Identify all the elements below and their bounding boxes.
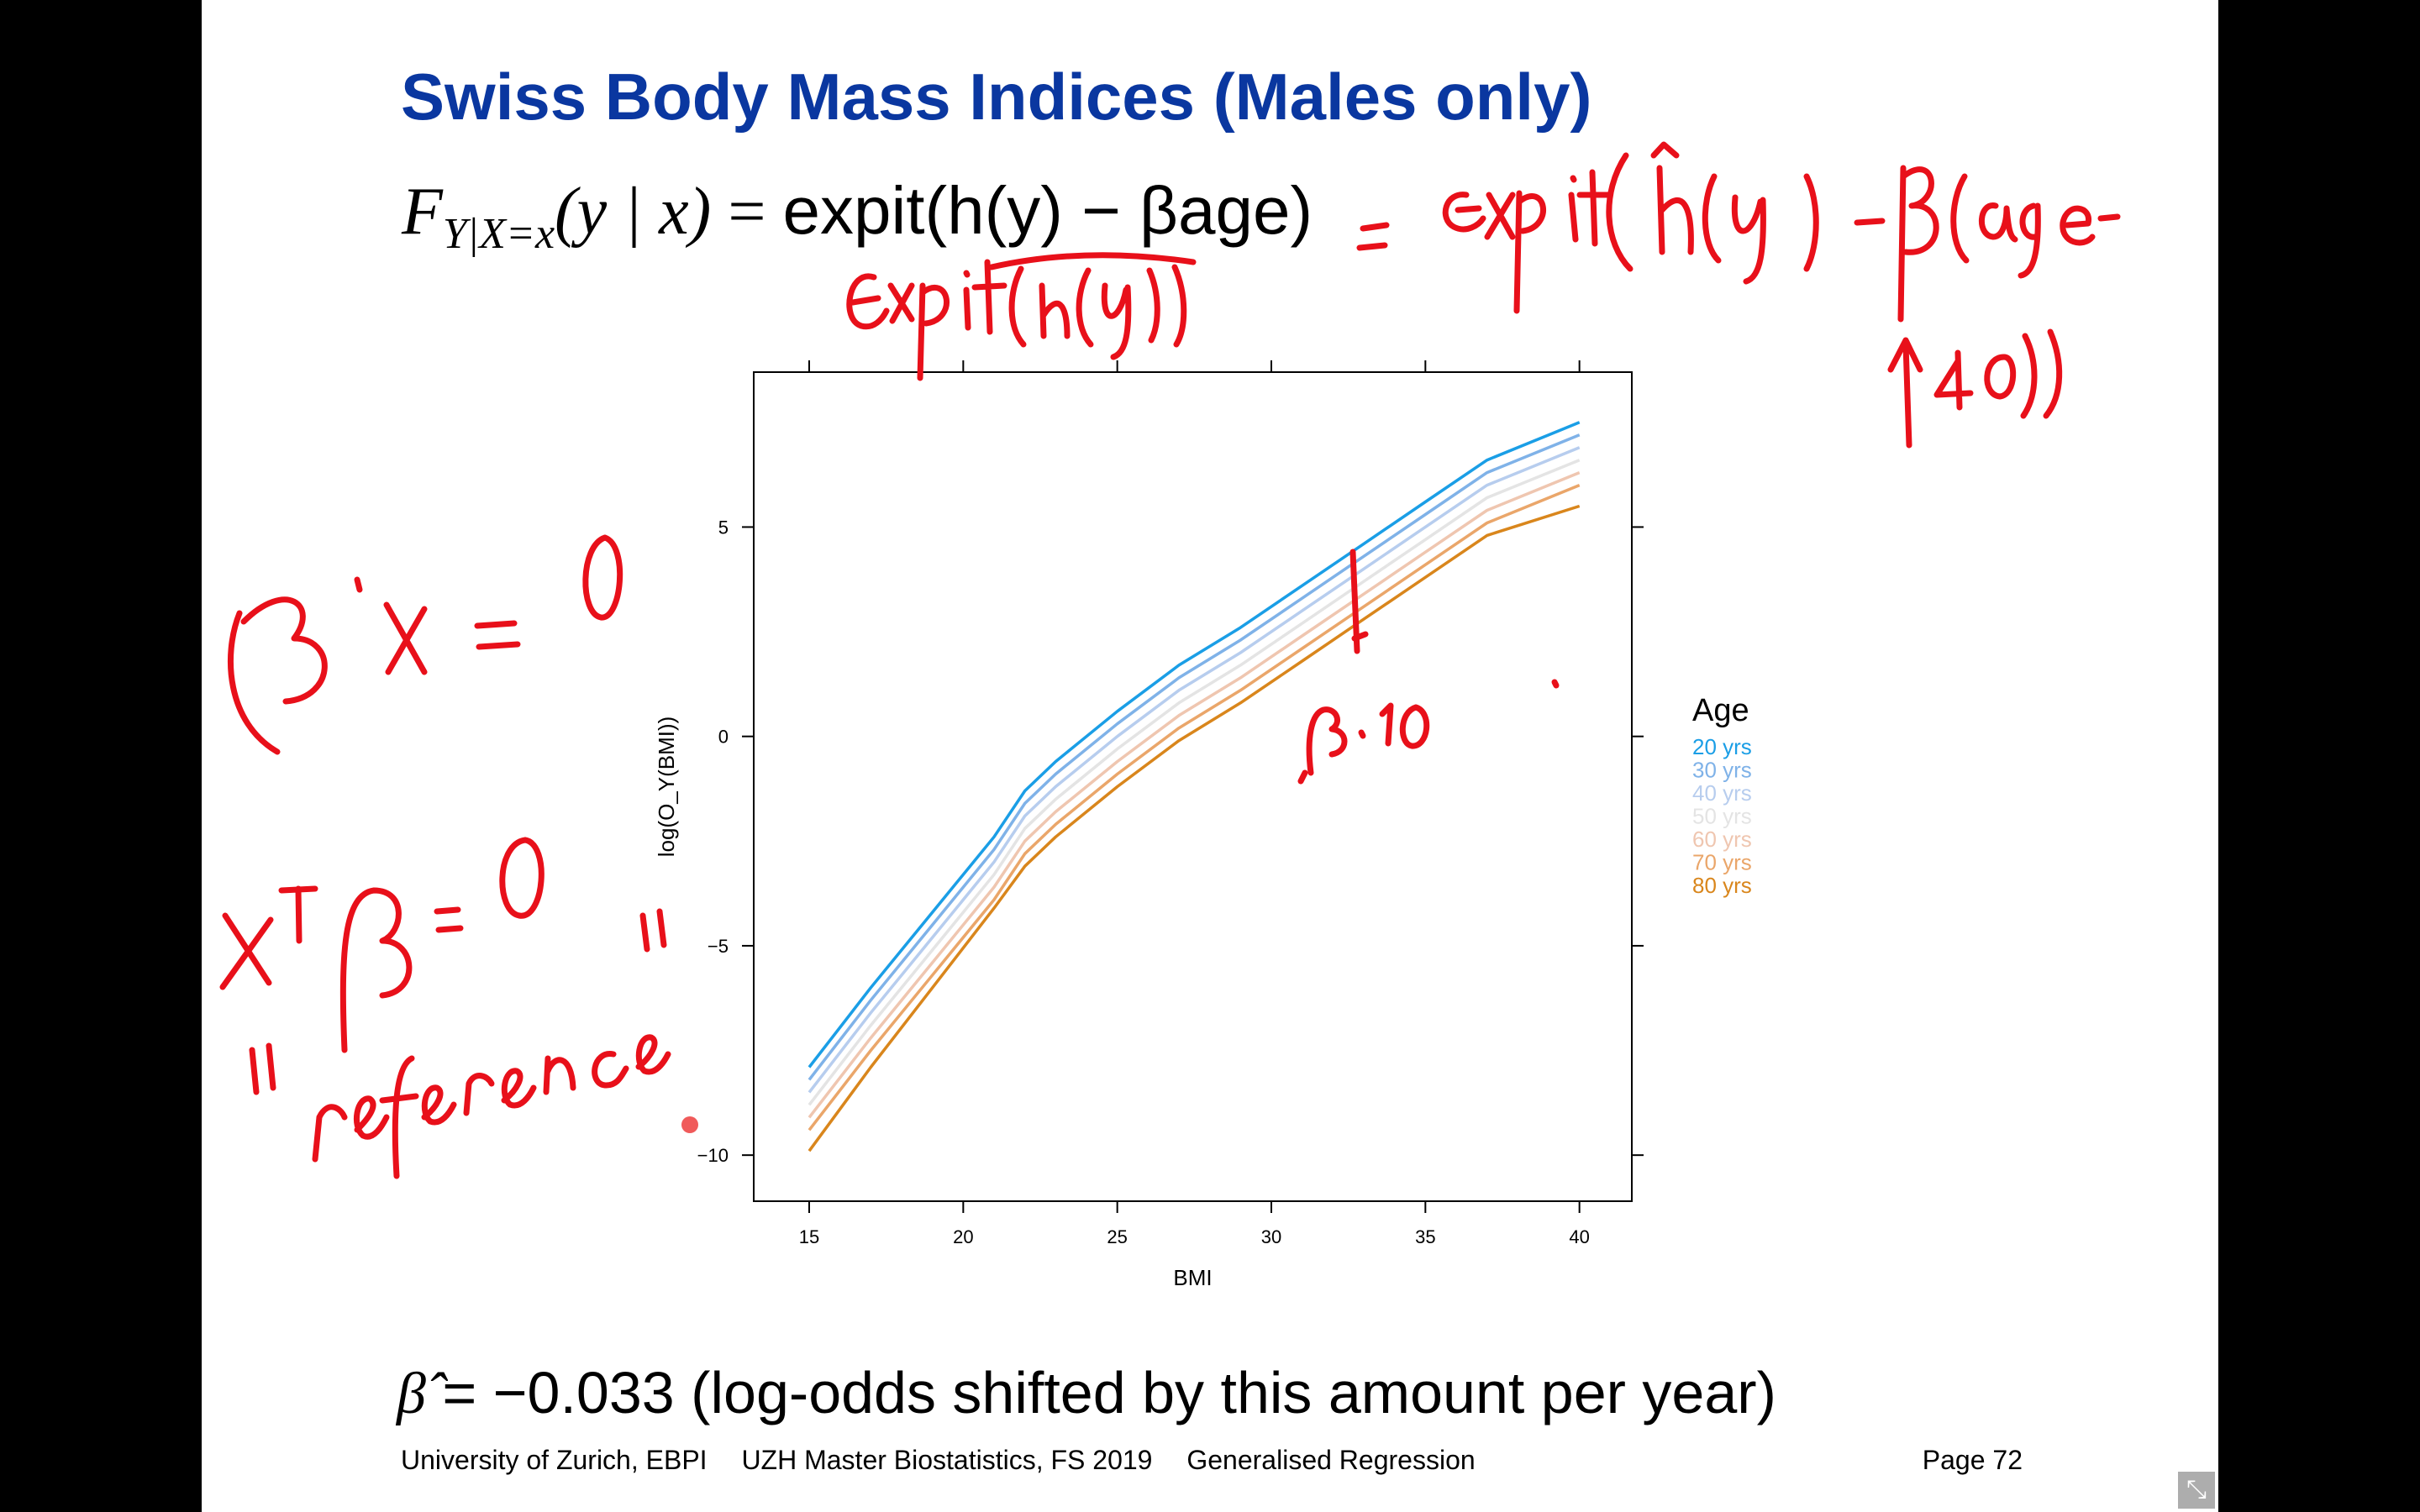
beta-estimate-text: = −0.033 (log-odds shifted by this amoun… [442,1360,1776,1425]
formula-eq: = [728,175,766,249]
annotation-reference [249,908,671,1179]
x-tick-label: 30 [1261,1226,1281,1247]
main-formula: FY|X=x(y | x) = expit(h(y) − βage) [402,172,1313,259]
legend-entry: 50 yrs [1692,804,1752,829]
beta-hat-symbol: β̂ [397,1362,426,1426]
series-line [808,483,1581,1131]
series-line [808,433,1581,1081]
formula-lhs-f: F [402,175,443,249]
annotation-xt-beta [219,837,544,1053]
series-line [808,421,1581,1068]
y-tick-label: −5 [708,936,729,957]
exit-fullscreen-icon[interactable]: ⤡ [2178,1472,2215,1509]
y-tick-label: 5 [718,517,729,538]
chart: 15 20 25 30 35 40 −10 −5 0 5 BMI log(O_Y(BMI)) Age 2… [654,360,1752,1290]
series-line [808,459,1581,1106]
plot-frame [753,371,1633,1202]
footer: University of Zurich, EBPI UZH Master Bi… [401,1445,2023,1476]
slide-title: Swiss Body Mass Indices (Males only) [401,60,1592,134]
series-line [808,446,1581,1094]
legend-entry: 80 yrs [1692,873,1752,898]
page-number: Page 72 [1922,1445,2023,1475]
series-line [808,504,1581,1152]
formula-lhs-sub: Y|X=x [442,210,555,258]
x-tick-label: 35 [1415,1226,1435,1247]
legend-entry: 70 yrs [1692,850,1752,875]
annotation-under-expit-h-y [846,252,1197,381]
x-tick-label: 25 [1107,1226,1127,1247]
annotation-rhs-expit-age-40 [1356,141,2121,449]
annotation-beta-prime-x [227,534,623,755]
x-axis-label: BMI [1173,1265,1212,1290]
footer-lecture: Generalised Regression [1186,1445,1476,1475]
x-tick-label: 15 [799,1226,819,1247]
series-line [808,470,1581,1119]
y-axis-label: log(O_Y(BMI)) [654,717,679,858]
x-tick-label: 20 [953,1226,973,1247]
legend-entry: 30 yrs [1692,758,1752,783]
legend-entry: 60 yrs [1692,827,1752,852]
slide: Swiss Body Mass Indices (Males only) FY|… [202,0,2218,1512]
x-tick-label: 40 [1569,1226,1589,1247]
footer-course: UZH Master Biostatistics, FS 2019 [741,1445,1153,1475]
y-tick-label: −10 [697,1145,729,1166]
legend-entry: 40 yrs [1692,780,1752,806]
formula-lhs-args: (y | x) [555,175,712,249]
y-tick-label: 0 [718,727,729,748]
formula-rhs: expit(h(y) − βage) [782,173,1313,248]
annotation-beta-10 [1297,549,1560,785]
footer-institution: University of Zurich, EBPI [401,1445,708,1475]
legend-title: Age [1692,693,1749,728]
pointer-dot [681,1116,698,1133]
legend-entry: 20 yrs [1692,734,1752,759]
beta-estimate: β̂ = −0.033 (log-odds shifted by this am… [397,1359,1776,1428]
